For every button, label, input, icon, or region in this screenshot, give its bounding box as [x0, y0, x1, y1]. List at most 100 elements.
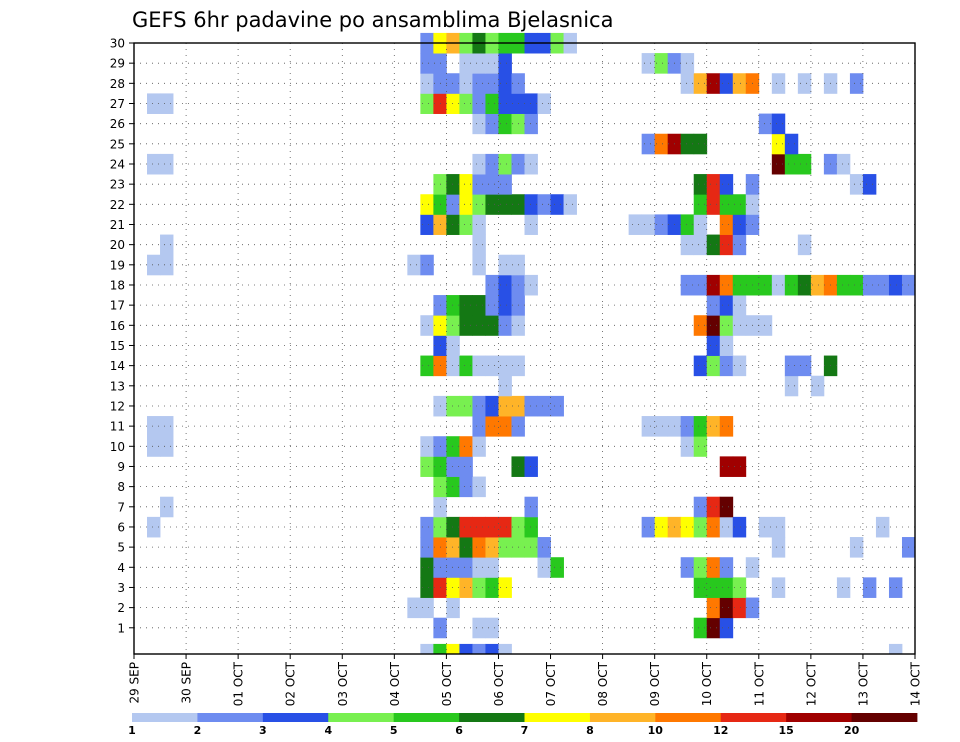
precip-cell — [732, 194, 747, 215]
precip-cell — [810, 274, 825, 296]
y-tick-label: 22 — [110, 198, 125, 212]
precip-cell — [485, 113, 499, 135]
precip-cell — [446, 436, 460, 457]
y-tick-label: 16 — [110, 319, 125, 333]
precip-cell — [758, 113, 773, 135]
precip-cell — [849, 174, 864, 195]
precip-cell — [472, 643, 486, 655]
colorbar-label: 5 — [390, 724, 398, 737]
precip-cell — [550, 395, 564, 417]
precip-cell — [459, 315, 473, 336]
precip-cell — [836, 274, 851, 296]
precip-cell — [472, 214, 486, 235]
precip-cell — [732, 355, 747, 377]
precip-cell — [732, 577, 747, 598]
precip-cell — [485, 73, 499, 94]
precip-cell — [472, 557, 486, 578]
precip-cell — [563, 194, 577, 215]
precip-cell — [758, 274, 773, 296]
precip-cell — [472, 53, 486, 74]
precip-cell — [160, 93, 174, 114]
y-tick-label: 10 — [110, 440, 125, 454]
precip-cell — [784, 133, 799, 155]
precip-cell — [446, 597, 460, 619]
precipitation-cells — [147, 32, 916, 655]
precip-cell — [628, 214, 643, 235]
precip-cell — [719, 416, 734, 437]
precip-cell — [420, 456, 434, 477]
precip-cell — [719, 335, 734, 356]
precip-cell — [550, 194, 564, 215]
colorbar-swatch — [720, 713, 787, 722]
precip-cell — [797, 153, 812, 175]
precip-cell — [836, 153, 851, 175]
precip-cell — [446, 456, 460, 477]
precip-cell — [862, 274, 877, 296]
precip-cell — [498, 194, 512, 215]
precip-cell — [498, 537, 512, 558]
x-tick-label: 11 OCT — [752, 661, 766, 706]
precip-cell — [862, 174, 877, 195]
precip-cell — [498, 516, 512, 538]
x-tick-label: 05 OCT — [440, 661, 454, 706]
precip-cell — [420, 194, 434, 215]
precip-cell — [485, 537, 499, 558]
precip-cell — [459, 643, 473, 655]
precip-cell — [719, 617, 734, 639]
precip-cell — [472, 416, 486, 437]
precip-cell — [732, 456, 747, 477]
precip-cell — [641, 516, 656, 538]
precip-cell — [693, 214, 708, 235]
precip-cell — [693, 355, 708, 377]
colorbar-swatch — [197, 713, 264, 722]
precip-cell — [797, 234, 812, 256]
precip-cell — [537, 557, 551, 578]
precip-cell — [680, 436, 695, 457]
precip-cell — [693, 496, 708, 518]
precip-cell — [524, 93, 538, 114]
precip-cell — [485, 395, 499, 417]
precip-cell — [472, 436, 486, 457]
x-tick-label: 08 OCT — [596, 661, 610, 706]
precip-cell — [446, 93, 460, 114]
precip-cell — [472, 234, 486, 256]
precip-cell — [706, 617, 721, 639]
precip-cell — [849, 274, 864, 296]
precip-cell — [472, 73, 486, 94]
precip-cell — [446, 214, 460, 235]
precip-cell — [706, 557, 721, 578]
x-tick-label: 04 OCT — [388, 661, 402, 706]
precip-cell — [472, 355, 486, 377]
precip-cell — [641, 416, 656, 437]
colorbar-label: 20 — [844, 724, 860, 737]
precip-cell — [706, 335, 721, 356]
precip-cell — [641, 214, 656, 235]
y-tick-label: 11 — [110, 420, 125, 434]
precip-cell — [537, 93, 551, 114]
precip-cell — [680, 53, 695, 74]
precip-cell — [524, 113, 538, 135]
precip-cell — [459, 577, 473, 598]
y-tick-label: 6 — [117, 520, 125, 534]
precip-cell — [797, 355, 812, 377]
precip-cell — [706, 416, 721, 437]
precip-cell — [706, 597, 721, 619]
x-tick-label: 03 OCT — [336, 661, 350, 706]
precip-cell — [654, 416, 669, 437]
precip-cell — [472, 577, 486, 598]
precip-cell — [459, 395, 473, 417]
precip-cell — [849, 537, 864, 558]
precip-cell — [407, 597, 421, 619]
precip-cell — [654, 516, 669, 538]
colorbar-swatch — [524, 713, 591, 722]
precip-cell — [420, 254, 434, 276]
precip-cell — [498, 355, 512, 377]
x-tick-label: 01 OCT — [232, 661, 246, 706]
precip-cell — [472, 113, 486, 135]
precip-cell — [693, 617, 708, 639]
precip-cell — [420, 597, 434, 619]
y-tick-label: 24 — [110, 157, 125, 171]
precip-cell — [459, 194, 473, 215]
x-axis: 29 SEP 30 SEP 01 OCT 02 OCT 03 OCT 04 OCT 05 O… — [128, 654, 923, 706]
precip-cell — [680, 133, 695, 155]
